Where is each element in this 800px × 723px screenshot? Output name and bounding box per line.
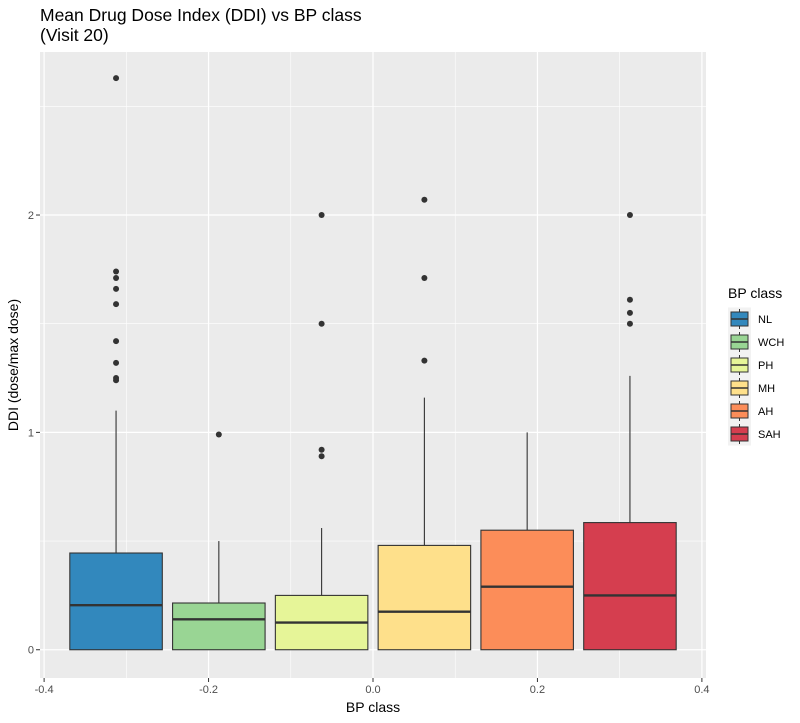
y-tick-label: 0 — [28, 645, 34, 657]
box-wch — [172, 431, 266, 651]
outlier-point — [626, 296, 633, 303]
legend: BP class NL WCH PH MH AH SAH — [728, 285, 784, 446]
chart-title: Mean Drug Dose Index (DDI) vs BP class — [40, 5, 362, 25]
box-iqr — [69, 552, 163, 651]
y-axis-title: DDI (dose/max dose) — [5, 299, 21, 431]
x-axis: -0.4 -0.2 0.0 0.2 0.4 — [35, 678, 710, 696]
box-mh — [377, 196, 472, 651]
outlier-point — [113, 275, 120, 282]
box-iqr — [480, 529, 574, 651]
outlier-point — [113, 285, 120, 292]
outlier-point — [113, 268, 120, 275]
legend-label: SAH — [758, 429, 781, 441]
box-iqr — [377, 544, 472, 651]
x-tick-label: 0.0 — [365, 684, 380, 696]
x-tick-label: -0.4 — [35, 684, 54, 696]
box-ah — [480, 432, 574, 651]
outlier-point — [318, 453, 325, 460]
legend-item-nl: NL — [728, 307, 772, 331]
legend-item-mh: MH — [728, 376, 775, 400]
outlier-point — [421, 357, 428, 364]
outlier-point — [318, 320, 325, 327]
legend-label: PH — [758, 360, 773, 372]
chart-title-block: Mean Drug Dose Index (DDI) vs BP class (… — [40, 5, 362, 45]
box-sah — [583, 212, 677, 651]
y-tick-label: 1 — [28, 427, 34, 439]
y-tick-label: 2 — [28, 210, 34, 222]
box-iqr — [172, 602, 266, 651]
legend-label: MH — [758, 383, 775, 395]
outlier-point — [421, 275, 428, 282]
outlier-point — [113, 359, 120, 366]
outlier-point — [626, 212, 633, 219]
legend-item-sah: SAH — [728, 422, 781, 446]
outlier-point — [421, 196, 428, 203]
y-axis: 0 1 2 — [28, 210, 40, 657]
box-iqr — [583, 522, 677, 651]
x-axis-title: BP class — [346, 699, 400, 715]
outlier-point — [626, 309, 633, 316]
outlier-point — [113, 375, 120, 382]
box-ph — [274, 212, 369, 651]
outlier-point — [215, 431, 222, 438]
legend-title: BP class — [728, 285, 782, 301]
legend-label: WCH — [758, 337, 784, 349]
box-nl — [69, 75, 163, 651]
outlier-point — [113, 301, 120, 308]
outlier-point — [318, 212, 325, 219]
legend-item-wch: WCH — [728, 330, 784, 354]
boxes — [69, 75, 677, 651]
legend-label: NL — [758, 314, 772, 326]
outlier-point — [113, 75, 120, 82]
x-tick-label: 0.4 — [694, 684, 709, 696]
legend-label: AH — [758, 406, 773, 418]
outlier-point — [318, 446, 325, 453]
outlier-point — [113, 338, 120, 345]
x-tick-label: -0.2 — [199, 684, 218, 696]
outlier-point — [626, 320, 633, 327]
legend-item-ph: PH — [728, 353, 773, 377]
chart-subtitle: (Visit 20) — [40, 25, 109, 45]
x-tick-label: 0.2 — [530, 684, 545, 696]
legend-item-ah: AH — [728, 399, 773, 423]
